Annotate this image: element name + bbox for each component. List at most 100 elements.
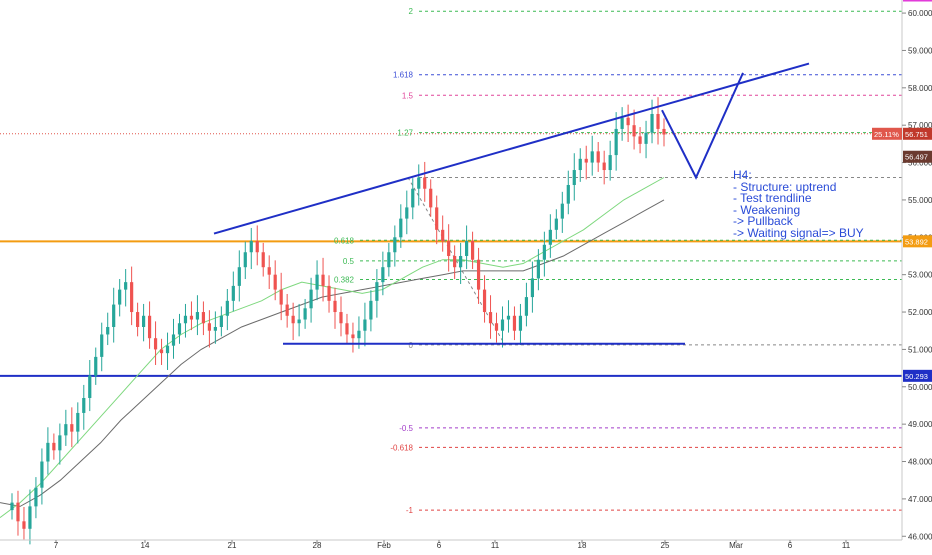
candle-body — [357, 330, 361, 339]
y-tick-label: 58.000 — [908, 84, 932, 93]
candle-body — [584, 158, 588, 163]
candle-body — [82, 397, 86, 413]
x-tick-label: 6 — [788, 541, 793, 550]
drawings-layer — [213, 62, 810, 345]
candle-body — [171, 334, 176, 346]
candle-body — [303, 308, 307, 320]
candle-body — [195, 312, 200, 320]
candle-body — [165, 345, 170, 354]
candle-body — [602, 162, 606, 171]
candle-body — [339, 312, 343, 324]
candle-body — [28, 506, 32, 529]
fib-level-label: -1 — [406, 506, 414, 515]
candle-body — [393, 237, 397, 253]
candle-body — [177, 323, 182, 335]
candle-body — [76, 412, 80, 432]
annotation-line: H4: — [733, 168, 752, 182]
y-tick-label: 49.000 — [908, 420, 932, 429]
x-tick-label: 25 — [661, 541, 670, 550]
price-badge — [903, 127, 932, 140]
candle-body — [189, 315, 194, 320]
candle-body — [345, 323, 349, 335]
horizontal-lines-layer — [0, 133, 902, 377]
candle-body — [16, 502, 20, 522]
candle-body — [124, 282, 128, 290]
y-tick-label: 48.000 — [908, 458, 932, 467]
candle-body — [363, 319, 367, 331]
candle-body — [10, 502, 14, 511]
fib-level-label: 1.618 — [393, 71, 414, 80]
price-label-text: 53.892 — [905, 237, 928, 246]
candle-body — [201, 312, 206, 324]
projection-path[interactable] — [661, 72, 744, 180]
candle-body — [46, 442, 50, 462]
candle-body — [327, 285, 331, 301]
candle-body — [399, 218, 403, 238]
candle-body — [315, 274, 319, 290]
price-label-badge — [903, 369, 932, 382]
candle-body — [596, 151, 600, 163]
fib-level-label: 0.618 — [334, 236, 355, 245]
x-tick-label: 21 — [228, 541, 237, 550]
candle-body — [632, 125, 636, 137]
y-tick-label: 55.000 — [908, 196, 932, 205]
x-tick-label: 14 — [141, 541, 150, 550]
candle-body — [578, 158, 582, 171]
uptrend-trendline[interactable] — [213, 62, 810, 235]
candle-body — [267, 267, 271, 275]
x-tick-label: Feb — [377, 541, 391, 550]
price-label-badge — [903, 235, 932, 248]
x-tick-label: 11 — [842, 541, 851, 550]
candle-body — [590, 151, 594, 163]
price-badge-text: 25.11% — [874, 130, 899, 139]
candle-body — [417, 177, 421, 189]
candle-body — [279, 289, 283, 305]
candle-body — [560, 203, 564, 219]
candle-body — [219, 315, 223, 327]
candle-body — [465, 241, 469, 256]
y-tick-label: 46.000 — [908, 532, 932, 541]
candle-body — [64, 424, 68, 436]
price-badge-text: 56.751 — [905, 130, 928, 139]
candle-body — [351, 334, 355, 339]
candle-body — [136, 312, 140, 327]
candle-body — [255, 241, 259, 253]
candle-body — [572, 170, 576, 185]
candle-body — [638, 136, 642, 144]
candle-body — [405, 207, 409, 219]
candle-body — [261, 252, 265, 268]
candle-body — [94, 356, 98, 376]
candle-body — [518, 315, 523, 331]
price-badge — [903, 150, 932, 163]
y-tick-label: 52.000 — [908, 308, 932, 317]
fib-level-label: 0 — [409, 341, 414, 350]
candle-body — [321, 274, 325, 286]
candle-body — [429, 188, 433, 208]
candle-body — [130, 282, 134, 313]
candle-body — [243, 252, 247, 268]
y-tick-label: 51.000 — [908, 345, 932, 354]
candle-body — [620, 117, 624, 129]
candle-body — [566, 184, 570, 204]
slow-moving-average — [0, 199, 665, 507]
candle-body — [482, 289, 487, 313]
x-tick-label: 7 — [54, 541, 59, 550]
candle-body — [662, 128, 666, 135]
annotation-line: - Structure: uptrend — [733, 179, 837, 194]
candle-body — [447, 241, 451, 256]
fib-diagonal — [407, 177, 506, 346]
candle-body — [297, 319, 301, 324]
candle-body — [183, 315, 188, 324]
candle-body — [500, 319, 505, 331]
price-badge-text: 56.497 — [905, 153, 928, 162]
candle-body — [608, 155, 612, 171]
price-label-badge — [903, 0, 932, 2]
y-tick-label: 50.000 — [908, 383, 932, 392]
x-tick-label: 11 — [491, 541, 500, 550]
y-tick-label: 57.000 — [908, 121, 932, 130]
candle-body — [554, 218, 558, 230]
candle-body — [512, 315, 517, 331]
candle-body — [213, 326, 217, 331]
